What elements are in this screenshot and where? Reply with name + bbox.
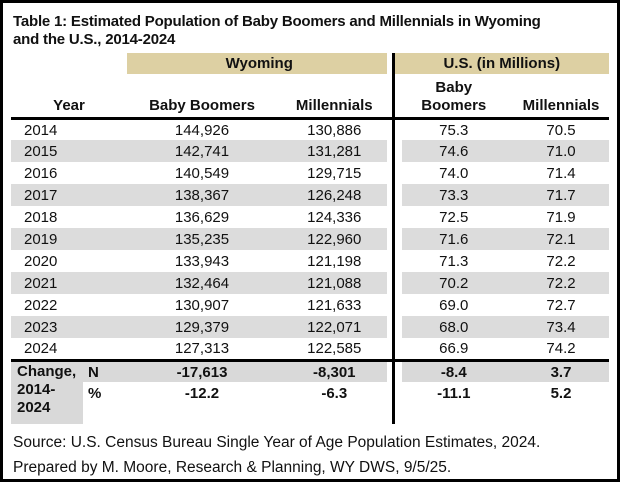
column-header-year: Year	[11, 74, 127, 120]
table-row: 2021 132,464 121,088 70.2 72.2	[11, 272, 610, 295]
year-cell: 2021	[11, 272, 127, 295]
table-footer: Source: U.S. Census Bureau Single Year o…	[13, 430, 609, 479]
column-header-wy-boomers: Baby Boomers	[127, 74, 277, 120]
table-row: 2017 138,367 126,248 73.3 71.7	[11, 184, 610, 207]
change-n-us-millennials: 3.7	[513, 358, 610, 383]
us-millennials-cell: 72.2	[546, 252, 576, 270]
change-pct-us-boomers: -11.1	[391, 382, 514, 425]
us-millennials-cell: 73.4	[513, 316, 610, 339]
year-cell: 2017	[11, 184, 127, 207]
year-cell: 2023	[11, 316, 127, 339]
wy-boomers-cell: 132,464	[127, 272, 277, 295]
change-label-cell: Change, 2014-2024	[11, 358, 83, 425]
year-cell: 2019	[11, 228, 127, 251]
us-boomers-cell: 66.9	[391, 338, 514, 361]
wy-millennials-cell: 121,088	[277, 272, 394, 295]
us-boomers-cell: 74.6	[391, 140, 514, 163]
table-title: Table 1: Estimated Population of Baby Bo…	[13, 13, 541, 48]
us-millennials-cell: 72.2	[513, 272, 610, 295]
table-row: 2015 142,741 131,281 74.6 71.0	[11, 140, 610, 163]
column-header-wy-millennials: Millennials	[277, 74, 394, 120]
wy-boomers-cell: 129,379	[127, 316, 277, 339]
wy-boomers-cell: 138,367	[127, 184, 277, 207]
us-millennials-cell: 71.4	[546, 164, 576, 182]
year-cell: 2015	[11, 140, 127, 163]
wy-millennials-cell: 130,886	[277, 118, 393, 140]
change-pct-sub: %	[83, 382, 127, 425]
prepared-note: Prepared by M. Moore, Research & Plannin…	[13, 459, 452, 477]
group-header-spacer	[11, 53, 127, 74]
change-pct-row: % -12.2 -6.3 -11.1 5.2	[11, 382, 610, 425]
wy-millennials-cell: 121,633	[277, 294, 393, 316]
us-boomers-cell: 69.0	[391, 294, 514, 317]
year-cell: 2024	[24, 340, 58, 358]
table-row: 2020 133,943 121,198 71.3 72.2	[11, 250, 609, 273]
wy-millennials-cell: 124,336	[277, 206, 393, 228]
table-body: 2014 144,926 130,886 75.3 70.5 2015 142,741 131…	[11, 118, 610, 361]
wy-millennials-cell: 126,248	[277, 184, 394, 207]
wy-millennials-cell: 122,960	[277, 228, 394, 251]
us-boomers-cell: 74.0	[391, 162, 514, 185]
group-header-us: U.S. (in Millions)	[391, 53, 610, 75]
table-row: 2019 135,235 122,960 71.6 72.1	[11, 228, 610, 251]
wy-boomers-cell: 142,741	[127, 140, 277, 163]
year-cell: 2016	[24, 164, 58, 182]
wy-millennials-cell: 121,198	[277, 250, 393, 272]
year-cell: 2014	[24, 121, 58, 139]
wy-millennials-cell: 122,585	[277, 338, 393, 360]
us-millennials-cell: 71.0	[513, 140, 610, 163]
us-millennials-cell: 72.1	[513, 228, 610, 251]
us-millennials-cell: 74.2	[546, 340, 576, 358]
group-header-row: Wyoming U.S. (in Millions)	[11, 53, 610, 75]
year-cell: 2022	[24, 296, 58, 314]
table-row: 2014 144,926 130,886 75.3 70.5	[11, 118, 609, 141]
year-cell: 2020	[24, 252, 58, 270]
change-n-sub: N	[83, 358, 127, 383]
wy-boomers-cell: 136,629	[174, 208, 230, 226]
change-n-us-boomers: -8.4	[391, 358, 514, 383]
wy-boomers-cell: 144,926	[174, 121, 230, 139]
change-n-wy-boomers: -17,613	[127, 358, 277, 383]
wy-millennials-cell: 131,281	[277, 140, 394, 163]
wy-boomers-cell: 135,235	[127, 228, 277, 251]
wy-boomers-cell: 133,943	[174, 252, 230, 270]
us-millennials-cell: 71.9	[546, 208, 576, 226]
table-row: 2016 140,549 129,715 74.0 71.4	[11, 162, 609, 185]
column-header-row: Year Baby Boomers Millennials Baby Boome…	[11, 74, 610, 120]
us-millennials-cell: 70.5	[546, 121, 576, 139]
column-header-us-millennials: Millennials	[513, 74, 610, 120]
us-boomers-cell: 70.2	[391, 272, 514, 295]
population-table: Wyoming U.S. (in Millions) Year Baby Boo…	[11, 53, 610, 425]
us-boomers-cell: 73.3	[391, 184, 514, 207]
column-header-us-boomers: Baby Boomers	[391, 74, 514, 120]
table-row: 2023 129,379 122,071 68.0 73.4	[11, 316, 610, 339]
year-cell: 2018	[24, 208, 58, 226]
wy-boomers-cell: 127,313	[174, 340, 230, 358]
us-millennials-cell: 71.7	[513, 184, 610, 207]
wy-millennials-cell: 129,715	[277, 162, 393, 184]
change-n-wy-millennials: -8,301	[277, 358, 394, 383]
change-n-row: Change, 2014-2024 N -17,613 -8,301 -8.4 …	[11, 358, 610, 425]
table-row: 2022 130,907 121,633 69.0 72.7	[11, 294, 609, 317]
us-boomers-cell: 72.5	[391, 206, 514, 229]
wy-boomers-cell: 140,549	[174, 164, 230, 182]
us-boomers-cell: 71.6	[391, 228, 514, 251]
us-boomers-cell: 68.0	[391, 316, 514, 339]
group-header-wyoming: Wyoming	[127, 53, 394, 75]
source-note: Source: U.S. Census Bureau Single Year o…	[13, 434, 541, 452]
change-pct-wy-boomers: -12.2	[127, 382, 277, 425]
change-pct-us-millennials: 5.2	[513, 382, 610, 425]
us-boomers-cell: 71.3	[391, 250, 514, 273]
change-pct-wy-millennials: -6.3	[277, 382, 394, 425]
wy-boomers-cell: 130,907	[174, 296, 230, 314]
table-row: 2018 136,629 124,336 72.5 71.9	[11, 206, 609, 229]
us-boomers-cell: 75.3	[391, 118, 514, 141]
wy-millennials-cell: 122,071	[277, 316, 394, 339]
us-millennials-cell: 72.7	[546, 296, 576, 314]
table-row: 2024 127,313 122,585 66.9 74.2	[11, 338, 609, 361]
